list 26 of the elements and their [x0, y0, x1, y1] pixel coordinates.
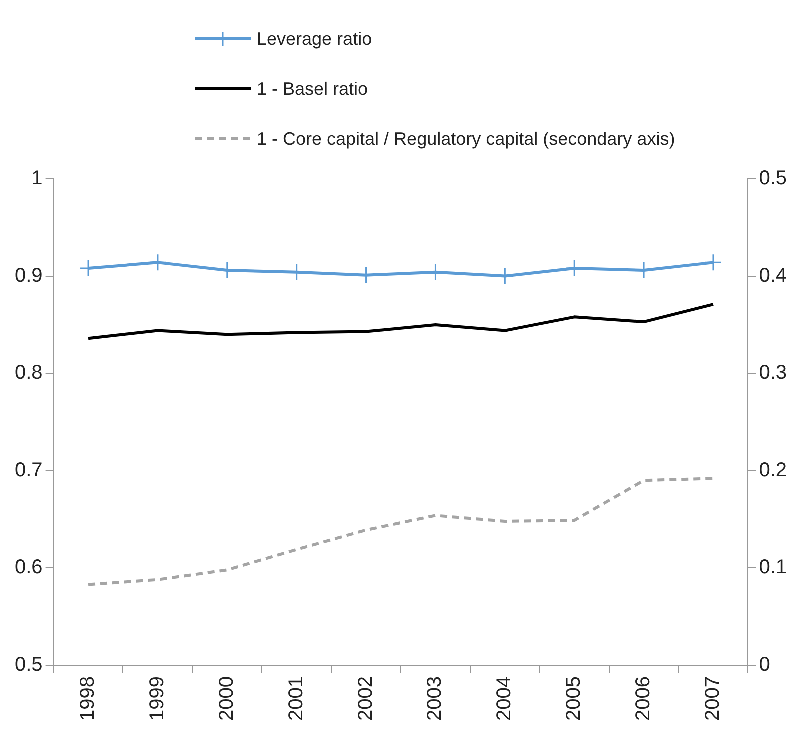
y-tick-label: 1	[32, 168, 43, 190]
y-tick-label: 0.6	[14, 556, 43, 579]
x-tick-label: 2005	[563, 676, 586, 722]
x-tick-label: 2000	[216, 676, 238, 722]
x-tick-label: 2007	[702, 676, 724, 722]
legend-label: 1 - Core capital / Regulatory capital (secondary axis)	[257, 128, 676, 150]
x-tick-label: 2004	[494, 676, 516, 722]
x-tick-label: 2006	[632, 676, 655, 722]
y-tick-label: 0.7	[14, 459, 43, 482]
y2-tick-label: 0.5	[759, 168, 788, 190]
y2-tick-label: 0.4	[759, 264, 788, 287]
x-tick-label: 1999	[146, 676, 168, 722]
y2-tick-label: 0	[759, 654, 770, 676]
y2-tick-label: 0.3	[759, 362, 788, 384]
legend-label: Leverage ratio	[257, 28, 372, 50]
x-tick-label: 2002	[354, 676, 377, 722]
y-tick-label: 0.8	[14, 362, 43, 384]
x-tick-label: 2001	[285, 676, 308, 722]
line-series	[87, 477, 715, 586]
y2-tick-label: 0.2	[759, 459, 788, 482]
x-tick-label: 2003	[424, 676, 446, 722]
y-tick-label: 0.5	[14, 654, 43, 676]
y2-tick-label: 0.1	[759, 556, 788, 579]
y-tick-label: 0.9	[14, 264, 43, 287]
x-tick-label: 1998	[77, 676, 100, 722]
legend-label: 1 - Basel ratio	[257, 78, 368, 100]
